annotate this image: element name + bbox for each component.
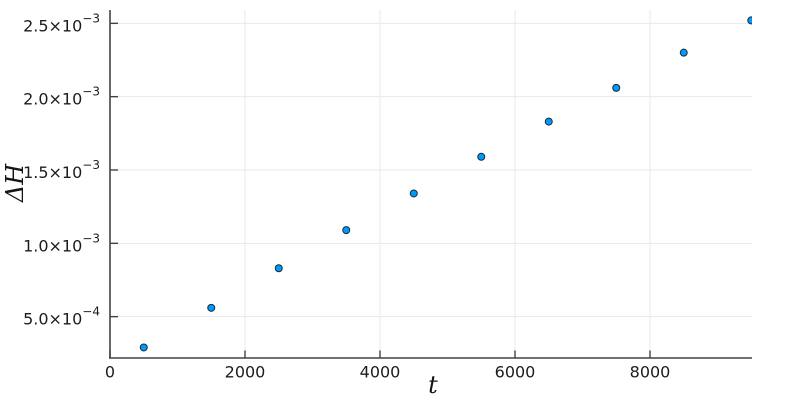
x-tick-label: 8000 <box>630 363 671 382</box>
y-tick-label: 1.0×10−3 <box>23 231 100 255</box>
data-point <box>207 303 216 312</box>
data-point <box>544 117 553 126</box>
data-point <box>679 48 688 57</box>
data-point <box>409 189 418 198</box>
x-tick-label: 0 <box>105 363 115 382</box>
data-point <box>342 226 351 235</box>
data-point <box>477 152 486 161</box>
y-tick-label: 1.5×10−3 <box>23 158 100 182</box>
data-point <box>139 343 148 352</box>
x-tick-label: 6000 <box>495 363 536 382</box>
y-tick-label: 2.0×10−3 <box>23 85 100 109</box>
y-tick-label: 2.5×10−3 <box>23 11 100 34</box>
series-delta-h <box>139 16 752 352</box>
x-tick-label: 2000 <box>225 363 266 382</box>
y-tick-label: 5.0×10−4 <box>23 305 100 329</box>
y-axis-label: ΔH <box>1 163 29 203</box>
x-axis-label: t <box>428 371 438 399</box>
data-point <box>274 264 283 273</box>
data-point <box>747 16 752 25</box>
data-point <box>612 83 621 92</box>
x-tick-label: 4000 <box>360 363 401 382</box>
